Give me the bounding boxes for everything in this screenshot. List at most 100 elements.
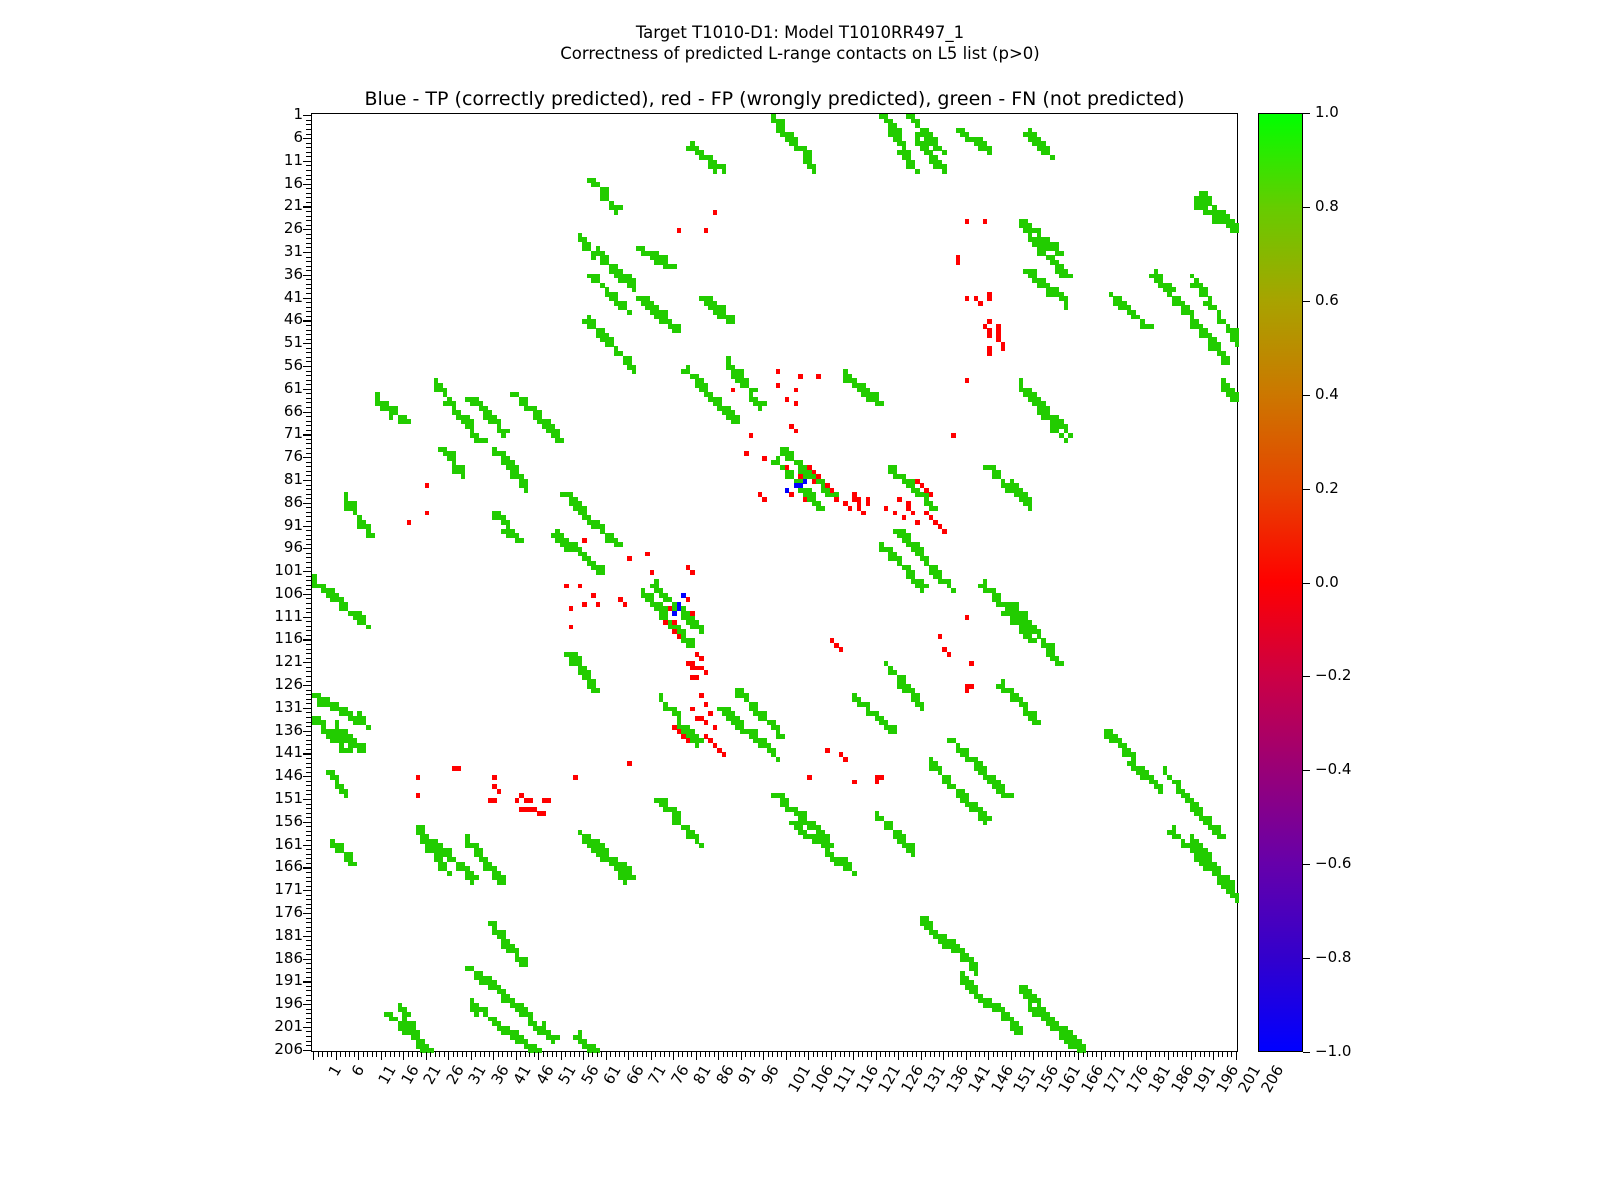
contact-cell-fn (622, 360, 628, 366)
contact-cell-fn (717, 305, 722, 311)
contact-cell-fn (514, 474, 520, 479)
contact-cell-fn (982, 1002, 988, 1008)
contact-cell-fn (937, 578, 943, 584)
contact-cell-fn (996, 788, 1001, 794)
contact-cell-fn (1221, 355, 1226, 361)
contact-cell-fn (330, 838, 335, 844)
contact-cell-fn (1063, 423, 1069, 429)
contact-cell-fp (996, 332, 1001, 338)
contact-cell-fn (1014, 615, 1019, 621)
contact-cell-fp (645, 551, 650, 557)
contact-cell-fn (523, 1011, 529, 1017)
contact-cell-fn (370, 533, 376, 539)
contact-cell-fn (501, 939, 506, 944)
y-major-tick (303, 479, 311, 482)
contact-cell-fp (856, 496, 862, 502)
contact-cell-fn (789, 474, 794, 479)
contact-cell-fn (568, 496, 574, 502)
contact-cell-fn (721, 168, 727, 174)
contact-cell-fn (586, 314, 592, 320)
contact-cell-fn (613, 273, 619, 279)
contact-cell-fn (681, 729, 686, 735)
y-minor-tick (306, 689, 311, 691)
contact-cell-fn (316, 697, 322, 703)
contact-cell-fn (1027, 1002, 1033, 1008)
contact-cell-fn (492, 984, 497, 990)
contact-cell-fn (753, 401, 758, 407)
contact-cell-fp (1000, 346, 1006, 352)
contact-cell-fn (1126, 305, 1132, 311)
contact-cell-fn (1027, 273, 1033, 279)
y-minor-tick (306, 311, 311, 313)
contact-cell-fp (789, 492, 794, 498)
contact-cell-fn (798, 811, 803, 817)
contact-cell-fn (577, 660, 583, 666)
x-tick-label: 111 (829, 1062, 860, 1096)
contact-cell-fn (942, 168, 947, 174)
contact-cell-fp (424, 510, 430, 516)
contact-cell-fn (771, 724, 776, 730)
contact-cell-fn (964, 802, 970, 808)
y-major-tick (303, 206, 311, 208)
contact-cell-fn (852, 382, 857, 388)
contact-cell-fn (510, 469, 515, 475)
contact-cell-fn (532, 1021, 538, 1026)
y-minor-tick (306, 356, 311, 358)
contact-cell-fn (748, 733, 754, 739)
contact-cell-fn (586, 241, 592, 247)
colorbar-tick-label: −0.6 (1315, 854, 1352, 873)
contact-cell-fn (600, 332, 605, 338)
x-tick-label: 141 (964, 1062, 995, 1096)
y-minor-tick (306, 603, 311, 604)
contact-cell-fn (712, 401, 718, 407)
contact-cell-fn (361, 519, 367, 525)
contact-cell-fn (964, 793, 970, 799)
y-minor-tick (306, 338, 311, 340)
contact-cell-fn (366, 524, 371, 530)
contact-cell-fn (505, 1025, 511, 1031)
contact-cell-fn (465, 419, 470, 425)
contact-map-plot[interactable] (311, 113, 1240, 1054)
contact-cell-fn (343, 706, 349, 712)
contact-cell-fn (312, 692, 317, 698)
y-minor-tick (306, 899, 311, 901)
contact-cell-fn (897, 132, 902, 138)
contact-cell-fn (501, 460, 506, 466)
y-minor-tick (306, 302, 311, 304)
contact-cell-fn (1126, 310, 1132, 315)
contact-cell-fn (514, 957, 520, 963)
contact-cell-fn (384, 1011, 389, 1017)
contact-cell-fn (816, 506, 821, 511)
contact-cell-fn (312, 720, 317, 726)
contact-cell-fn (451, 405, 457, 411)
contact-cell-fn (1050, 291, 1055, 297)
contact-cell-fn (496, 1021, 502, 1026)
contact-cell-fn (514, 464, 520, 470)
contact-cell-fn (483, 414, 488, 420)
contact-cell-fn (591, 255, 596, 261)
contact-cell-fn (915, 702, 920, 707)
y-minor-tick (306, 470, 311, 472)
contact-cell-fn (987, 815, 992, 821)
contact-cell-fn (910, 578, 916, 584)
contact-cell-fn (1189, 282, 1195, 288)
contact-cell-fn (1207, 300, 1213, 306)
contact-cell-fn (663, 797, 668, 803)
contact-cell-fn (1198, 332, 1204, 338)
y-minor-tick (306, 534, 311, 536)
contact-cell-fn (1041, 414, 1046, 420)
contact-cell-fn (879, 547, 884, 552)
colorbar-tick-label: 0.8 (1315, 196, 1339, 215)
contact-cell-fn (357, 747, 362, 753)
contact-cell-fn (402, 419, 407, 425)
contact-cell-fn (973, 993, 979, 999)
contact-cell-fn (595, 847, 601, 853)
contact-cell-fn (577, 510, 583, 516)
x-minor-tick (362, 1052, 364, 1057)
y-minor-tick (306, 985, 311, 987)
x-minor-tick (488, 1052, 490, 1057)
contact-cell-fn (343, 506, 349, 511)
contact-cell-fn (339, 733, 344, 739)
contact-cell-fn (451, 460, 457, 466)
contact-cell-fn (1041, 405, 1046, 411)
